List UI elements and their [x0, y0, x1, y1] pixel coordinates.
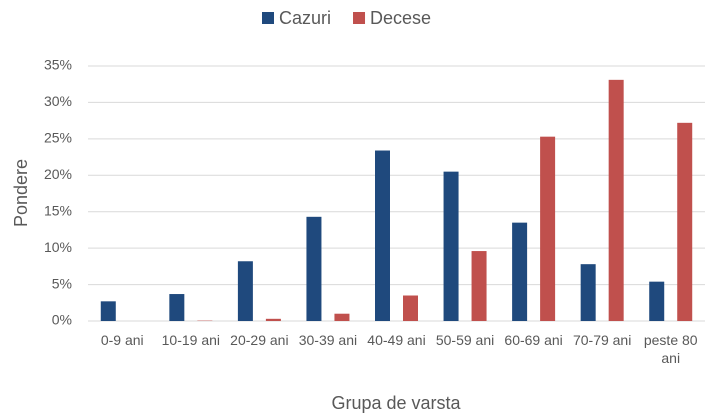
y-tick-label: 30% [44, 93, 72, 109]
legend-swatch [353, 12, 366, 24]
bar [306, 216, 322, 321]
legend-swatch [262, 12, 274, 24]
y-tick-label: 0% [52, 312, 72, 328]
x-tick-label: 70-79 ani [572, 332, 632, 348]
y-tick-label: 35% [44, 57, 72, 73]
bar [677, 122, 693, 321]
bar [649, 281, 665, 321]
bar [580, 264, 596, 321]
bar [608, 79, 624, 321]
x-tick-label: 60-69 ani [504, 332, 563, 348]
legend-label: Cazuri [279, 8, 331, 28]
y-tick-label: 15% [44, 202, 72, 218]
bar [375, 150, 390, 321]
legend-label: Decese [370, 8, 431, 28]
bar [169, 294, 185, 321]
y-tick-label: 20% [44, 166, 72, 182]
bar [540, 136, 556, 321]
bar [334, 313, 350, 321]
bar [471, 251, 487, 321]
x-tick-label: 50-59 ani [435, 332, 495, 348]
y-axis-title: Pondere [11, 159, 31, 227]
x-axis-title: Grupa de varsta [331, 393, 461, 413]
y-tick-label: 10% [44, 239, 72, 255]
bar [100, 301, 116, 321]
y-tick-label: 5% [52, 275, 72, 291]
x-tick-label: 10-19 ani [161, 332, 221, 348]
bar [265, 318, 281, 321]
x-tick-label: 40-49 ani [367, 332, 426, 348]
bar [443, 171, 459, 321]
x-tick-label: 20-29 ani [230, 332, 289, 348]
x-tick-label: 30-39 ani [298, 332, 358, 348]
x-tick-label: 0-9 ani [100, 332, 144, 348]
bar [512, 222, 528, 321]
y-tick-label: 25% [44, 130, 72, 146]
bar [237, 261, 253, 321]
x-tick-label: peste 80 ani [643, 332, 698, 366]
bar [403, 295, 418, 321]
